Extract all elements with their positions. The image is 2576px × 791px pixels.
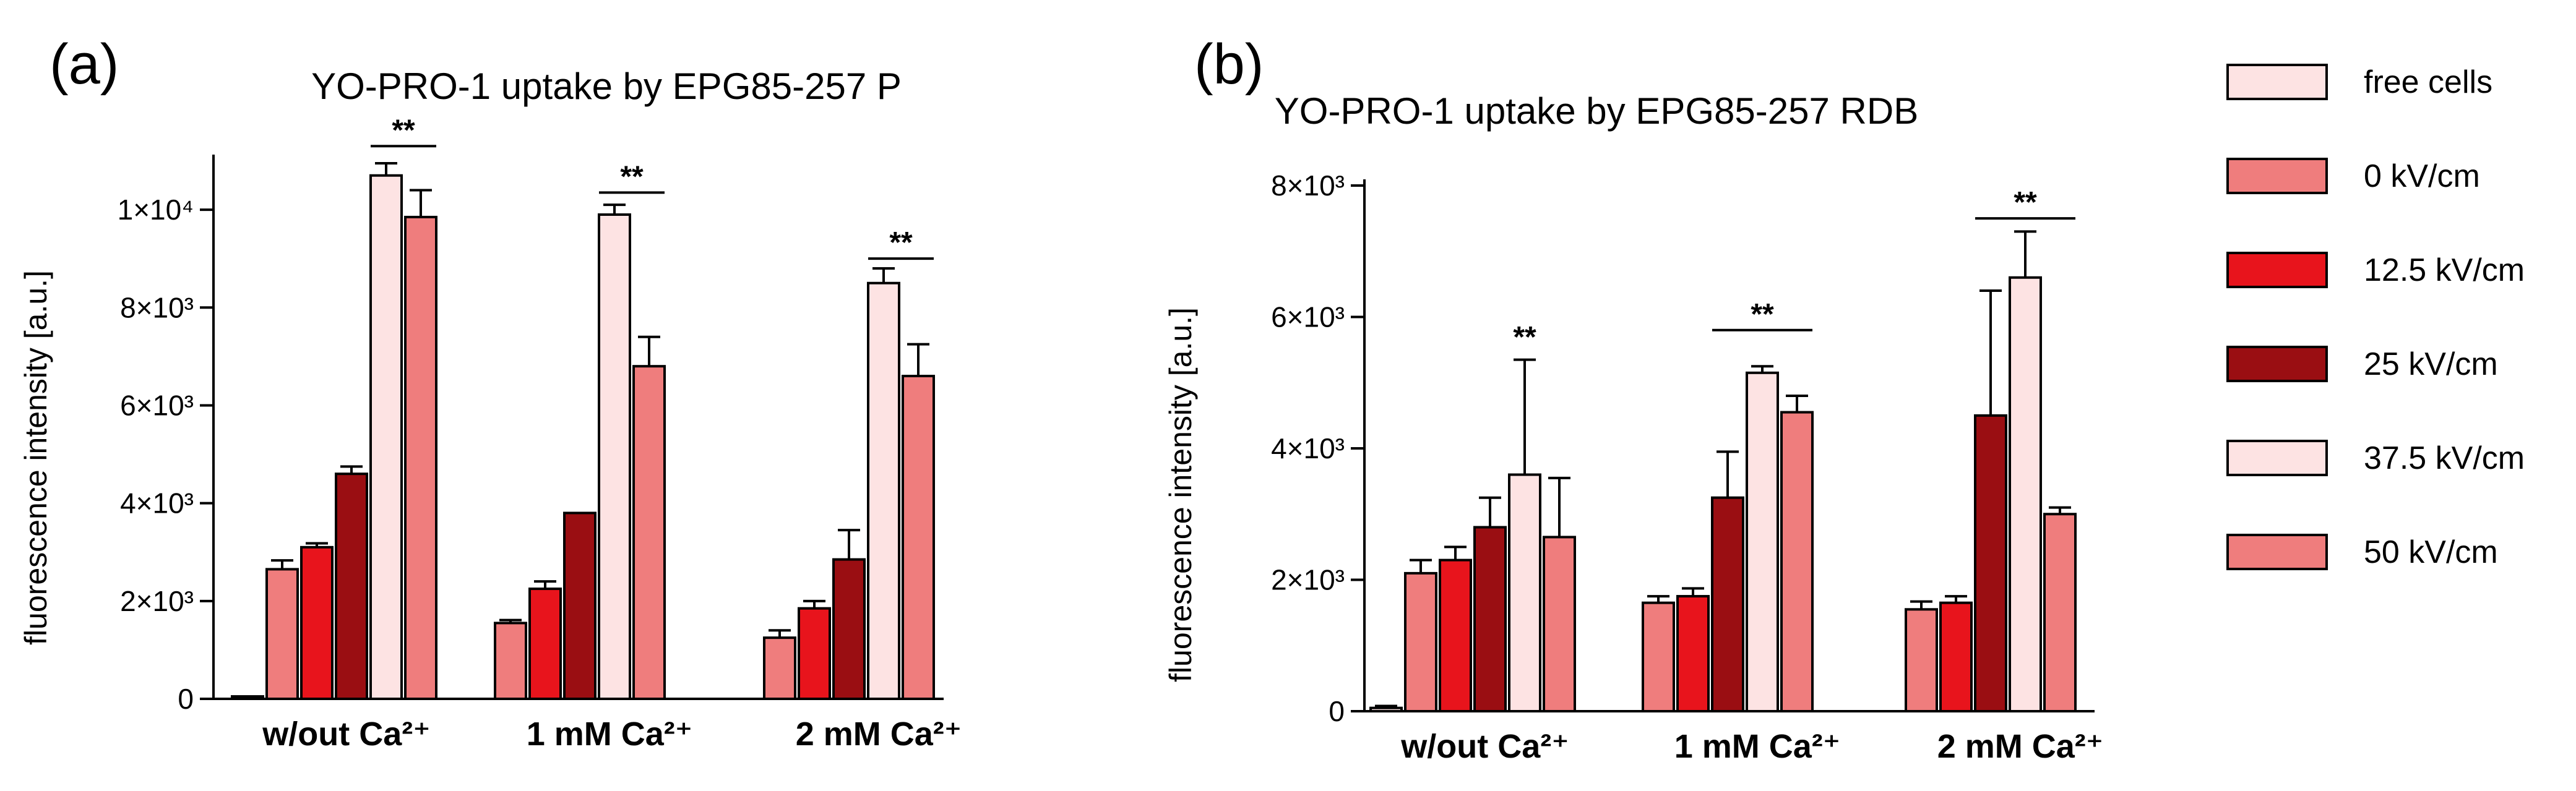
bar-a-2-4 [867,281,900,700]
bar-b-0-5 [1543,536,1576,712]
bar-b-0-4 [1508,473,1541,712]
y-tick-label: 6×10³ [120,389,194,421]
bar-b-1-1 [1642,601,1675,712]
y-tick-label: 0 [1329,695,1345,727]
significance-label: ** [1513,321,1536,354]
bar-b-0-3 [1473,526,1507,712]
significance-label: ** [392,114,415,147]
category-label: w/out Ca²⁺ [1400,728,1569,765]
bar-a-0-4 [369,174,403,700]
legend-swatch [2226,64,2328,100]
panel-a-label: (a) [50,33,119,96]
panel-b-label: (b) [1194,33,1264,96]
bar-b-1-5 [1780,411,1814,712]
category-label: 2 mM Ca²⁺ [796,716,962,753]
y-tick-label: 2×10³ [120,585,194,617]
y-tick-label: 4×10³ [1271,432,1345,464]
y-tick-label: 8×10³ [120,291,194,323]
bar-b-0-2 [1439,558,1472,712]
legend: free cells 0 kV/cm 12.5 kV/cm 25 kV/cm 37.5 … [2226,64,2525,570]
bar-b-2-3 [1974,414,2007,712]
bar-a-1-5 [632,365,666,700]
category-label: 1 mM Ca²⁺ [1674,728,1841,765]
panel-a-bars [231,161,935,701]
panel-a-chart: (a) YO-PRO-1 uptake by EPG85-257 P fluor… [19,33,962,753]
legend-label: 50 kV/cm [2364,534,2498,570]
significance-label: ** [889,226,913,259]
significance-label: ** [620,160,644,193]
category-label: 1 mM Ca²⁺ [527,716,693,753]
legend-label: 0 kV/cm [2364,158,2480,194]
bar-b-0-1 [1404,571,1437,712]
bar-a-1-3 [563,511,597,700]
bar-b-2-4 [2009,276,2042,712]
legend-swatch [2226,346,2328,382]
bar-a-2-2 [798,607,831,700]
panel-a-y-ticks: 0 2×10³ 4×10³ 6×10³ 8×10³ 1×10⁴ [118,194,213,715]
category-label: 2 mM Ca²⁺ [1937,728,2104,765]
legend-label: 12.5 kV/cm [2364,252,2525,288]
panel-a-ylabel: fluorescence intensity [a.u.] [19,270,53,645]
significance-label: ** [2014,186,2037,219]
panel-b-categories: w/out Ca²⁺ 1 mM Ca²⁺ 2 mM Ca²⁺ [1400,728,2103,765]
bar-b-0-0 [1369,706,1403,712]
bar-b-2-2 [1939,601,1973,712]
panel-b-chart: (b) YO-PRO-1 uptake by EPG85-257 RDB flu… [1163,33,2103,765]
legend-swatch [2226,252,2328,288]
legend-swatch [2226,534,2328,570]
bar-a-2-3 [832,558,866,700]
bar-a-0-3 [335,472,368,700]
legend-label: 25 kV/cm [2364,346,2498,382]
bar-a-2-1 [763,636,796,700]
panel-b-title: YO-PRO-1 uptake by EPG85-257 RDB [1275,90,1918,132]
y-tick-label: 2×10³ [1271,564,1345,596]
bar-a-0-0 [231,695,264,700]
bar-b-2-5 [2043,513,2077,712]
bar-b-1-2 [1676,595,1710,712]
panel-b-bars [1369,230,2077,712]
bar-a-1-4 [598,213,631,700]
panel-b-significance: ** ** ** [1513,186,2075,354]
bar-b-1-4 [1746,371,1779,712]
bar-b-1-3 [1711,496,1744,712]
bar-a-0-2 [300,545,334,700]
legend-label: 37.5 kV/cm [2364,440,2525,476]
y-tick-label: 8×10³ [1271,169,1345,202]
significance-label: ** [1751,298,1774,331]
y-tick-label: 4×10³ [120,487,194,519]
bar-a-2-5 [902,375,935,700]
legend-label: free cells [2364,64,2492,100]
panel-b-ylabel: fluorescence intensity [a.u.] [1163,307,1198,682]
panel-b-y-ticks: 0 2×10³ 4×10³ 6×10³ 8×10³ [1271,169,1364,727]
bar-b-2-1 [1905,608,1938,712]
bar-a-0-1 [265,568,299,701]
legend-swatch [2226,440,2328,476]
bar-a-1-2 [528,588,562,701]
y-tick-label: 1×10⁴ [118,194,194,226]
y-tick-label: 0 [178,683,194,715]
panel-a-significance: ** ** ** [371,114,934,260]
bar-a-0-5 [404,215,437,701]
panel-a-title: YO-PRO-1 uptake by EPG85-257 P [311,66,902,107]
y-tick-label: 6×10³ [1271,301,1345,333]
panel-a-categories: w/out Ca²⁺ 1 mM Ca²⁺ 2 mM Ca²⁺ [262,716,962,753]
legend-swatch [2226,158,2328,194]
bar-a-1-1 [494,622,527,701]
category-label: w/out Ca²⁺ [262,716,430,753]
